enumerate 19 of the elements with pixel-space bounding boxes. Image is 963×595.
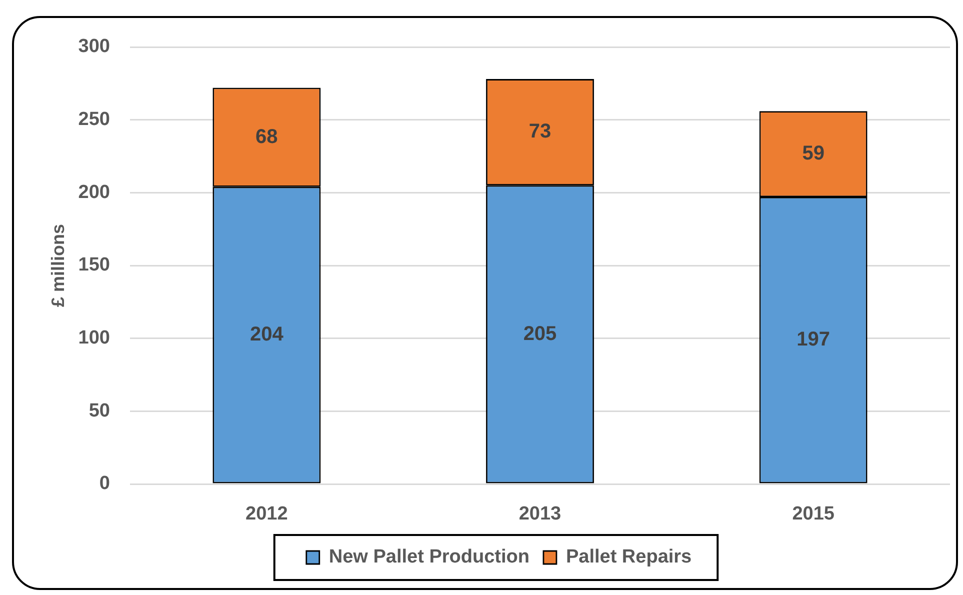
- y-tick-label: 300: [78, 36, 110, 58]
- y-tick-label: 150: [78, 254, 110, 276]
- y-tick-label: 0: [99, 473, 110, 494]
- x-tick-label: 2013: [518, 504, 562, 525]
- y-axis-title: £ millions: [48, 224, 68, 308]
- data-label: 205: [523, 322, 557, 345]
- data-label: 197: [796, 328, 830, 351]
- y-tick-label: 100: [78, 328, 110, 349]
- data-label: 68: [256, 126, 278, 148]
- legend-label: New Pallet Production: [328, 546, 530, 568]
- x-tick-label: 2012: [246, 504, 288, 525]
- y-tick-label: 250: [78, 109, 110, 130]
- y-tick-label: 200: [78, 182, 110, 203]
- legend-label: Pallet Repairs: [566, 546, 692, 568]
- x-tick-label: 2015: [792, 504, 835, 525]
- data-label: 73: [528, 120, 552, 143]
- y-tick-label: 50: [88, 400, 110, 422]
- data-label: 204: [250, 324, 284, 346]
- data-label: 59: [802, 142, 824, 165]
